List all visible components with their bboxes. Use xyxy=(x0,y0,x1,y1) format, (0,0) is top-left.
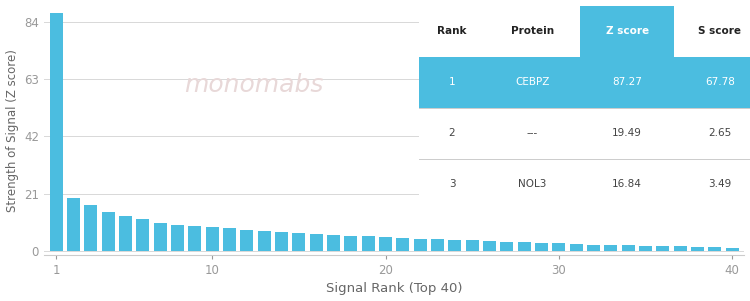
Bar xyxy=(310,234,322,251)
FancyBboxPatch shape xyxy=(674,108,750,159)
X-axis label: Signal Rank (Top 40): Signal Rank (Top 40) xyxy=(326,282,463,296)
Text: 19.49: 19.49 xyxy=(612,128,642,138)
Bar xyxy=(136,219,149,251)
FancyBboxPatch shape xyxy=(419,159,485,210)
Text: Z score: Z score xyxy=(605,26,649,36)
Bar xyxy=(397,238,410,251)
Text: NOL3: NOL3 xyxy=(518,179,547,189)
Bar xyxy=(344,235,357,251)
Bar xyxy=(431,239,444,251)
Bar xyxy=(50,13,62,251)
Bar xyxy=(535,243,548,251)
Bar xyxy=(553,244,566,251)
Bar xyxy=(674,247,687,251)
Bar xyxy=(67,198,80,251)
Bar xyxy=(101,212,115,251)
FancyBboxPatch shape xyxy=(674,5,750,57)
Text: S score: S score xyxy=(698,26,742,36)
Bar xyxy=(84,205,98,251)
Bar xyxy=(258,231,271,251)
Y-axis label: Strength of Signal (Z score): Strength of Signal (Z score) xyxy=(5,49,19,212)
Bar xyxy=(726,247,739,251)
Bar xyxy=(466,240,478,251)
FancyBboxPatch shape xyxy=(485,108,580,159)
Text: monomabs: monomabs xyxy=(184,73,324,97)
Text: 1: 1 xyxy=(448,77,455,87)
Bar xyxy=(188,226,201,251)
Bar xyxy=(500,242,514,251)
Text: 2.65: 2.65 xyxy=(708,128,731,138)
Bar xyxy=(275,232,288,251)
Bar xyxy=(362,236,375,251)
Text: Rank: Rank xyxy=(437,26,466,36)
Text: Protein: Protein xyxy=(511,26,554,36)
Bar xyxy=(518,242,531,251)
Bar xyxy=(154,223,166,251)
Bar xyxy=(570,244,583,251)
FancyBboxPatch shape xyxy=(419,57,485,108)
Text: 67.78: 67.78 xyxy=(705,77,735,87)
FancyBboxPatch shape xyxy=(674,159,750,210)
Bar xyxy=(379,237,392,251)
Bar xyxy=(206,227,219,251)
Bar xyxy=(639,246,652,251)
Bar xyxy=(483,241,496,251)
Bar xyxy=(240,230,254,251)
Bar xyxy=(587,244,600,251)
Bar xyxy=(414,239,427,251)
Bar xyxy=(622,245,634,251)
Text: ---: --- xyxy=(527,128,538,138)
Text: 16.84: 16.84 xyxy=(612,179,642,189)
Text: 87.27: 87.27 xyxy=(612,77,642,87)
FancyBboxPatch shape xyxy=(580,5,674,57)
FancyBboxPatch shape xyxy=(674,57,750,108)
Bar xyxy=(223,228,236,251)
FancyBboxPatch shape xyxy=(485,159,580,210)
FancyBboxPatch shape xyxy=(485,5,580,57)
Text: CEBPZ: CEBPZ xyxy=(515,77,550,87)
Bar xyxy=(604,245,617,251)
FancyBboxPatch shape xyxy=(580,159,674,210)
Bar xyxy=(692,247,704,251)
Bar xyxy=(656,246,670,251)
Bar xyxy=(327,235,340,251)
Text: 3.49: 3.49 xyxy=(708,179,731,189)
Text: 3: 3 xyxy=(448,179,455,189)
Bar xyxy=(709,247,722,251)
FancyBboxPatch shape xyxy=(580,57,674,108)
Bar xyxy=(448,240,461,251)
FancyBboxPatch shape xyxy=(419,108,485,159)
FancyBboxPatch shape xyxy=(419,5,485,57)
Bar xyxy=(119,216,132,251)
FancyBboxPatch shape xyxy=(580,108,674,159)
Bar xyxy=(292,233,305,251)
Bar xyxy=(171,225,184,251)
Text: 2: 2 xyxy=(448,128,455,138)
FancyBboxPatch shape xyxy=(485,57,580,108)
